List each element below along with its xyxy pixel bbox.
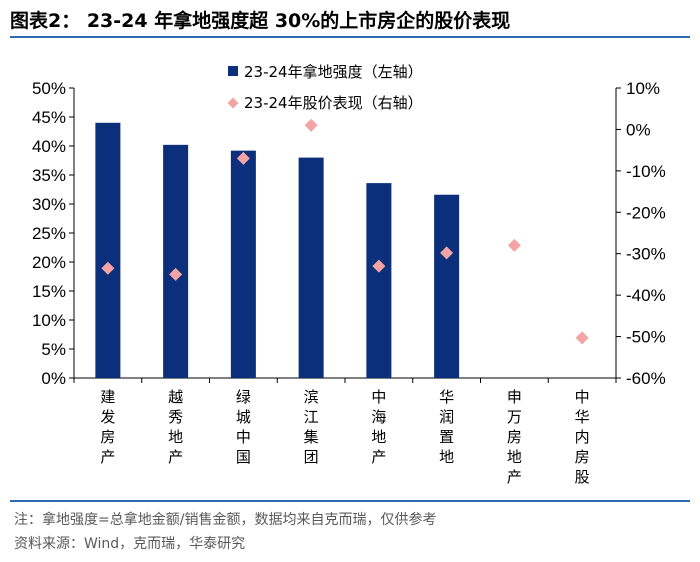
footnote: 注：拿地强度=总拿地金额/销售金额，数据均来自克而瑞，仅供参考 bbox=[14, 512, 437, 528]
svg-text:中: 中 bbox=[371, 388, 386, 406]
left-tick-label: 35% bbox=[32, 166, 66, 185]
svg-text:建: 建 bbox=[100, 388, 115, 406]
left-tick-label: 10% bbox=[32, 311, 66, 330]
footer-rule bbox=[10, 500, 690, 502]
legend-swatch-marker bbox=[227, 97, 239, 109]
marker-point bbox=[507, 238, 521, 252]
svg-text:产: 产 bbox=[168, 448, 183, 466]
figure-title: 图表2： 23-24 年拿地强度超 30%的上市房企的股价表现 bbox=[10, 10, 511, 32]
svg-text:产: 产 bbox=[507, 468, 522, 486]
left-tick-label: 5% bbox=[41, 340, 66, 359]
svg-text:华: 华 bbox=[439, 388, 454, 406]
bar bbox=[95, 122, 121, 378]
svg-text:万: 万 bbox=[507, 408, 522, 426]
marker-point bbox=[575, 331, 589, 345]
right-tick-label: -60% bbox=[626, 369, 666, 388]
chart: 0% 5% 10% 15% 20% 25% 30% 35% 40% 45% 50% -60% -50% -… bbox=[32, 63, 666, 486]
legend-label-bar: 23-24年拿地强度（左轴） bbox=[244, 63, 423, 81]
left-tick-label: 30% bbox=[32, 195, 66, 214]
bar bbox=[163, 144, 189, 378]
left-tick-label: 45% bbox=[32, 108, 66, 127]
right-tick-label: -20% bbox=[626, 203, 666, 222]
marker-point bbox=[440, 246, 454, 260]
svg-text:房: 房 bbox=[575, 448, 590, 466]
svg-text:房: 房 bbox=[100, 428, 115, 446]
svg-text:地: 地 bbox=[507, 448, 522, 466]
svg-text:越: 越 bbox=[168, 388, 183, 406]
legend-swatch-bar bbox=[228, 66, 238, 76]
marker-series bbox=[101, 118, 589, 345]
svg-text:发: 发 bbox=[100, 408, 115, 426]
svg-text:华: 华 bbox=[575, 408, 590, 426]
svg-text:地: 地 bbox=[168, 428, 183, 446]
svg-text:江: 江 bbox=[304, 408, 319, 426]
svg-text:中: 中 bbox=[575, 388, 590, 406]
svg-text:地: 地 bbox=[439, 448, 454, 466]
svg-text:置: 置 bbox=[439, 428, 454, 446]
svg-text:内: 内 bbox=[575, 428, 590, 446]
left-tick-label: 40% bbox=[32, 137, 66, 156]
marker-point bbox=[169, 267, 183, 281]
right-tick-label: 0% bbox=[626, 120, 651, 139]
svg-text:集: 集 bbox=[304, 428, 319, 446]
bar bbox=[230, 150, 256, 378]
svg-text:地: 地 bbox=[371, 428, 386, 446]
right-tick-label: -10% bbox=[626, 162, 666, 181]
tick-labels: 0% 5% 10% 15% 20% 25% 30% 35% 40% 45% 50% -60% -50% -… bbox=[32, 79, 666, 388]
bar bbox=[298, 157, 324, 378]
svg-text:团: 团 bbox=[304, 448, 319, 466]
left-tick-label: 15% bbox=[32, 282, 66, 301]
svg-text:滨: 滨 bbox=[304, 388, 319, 406]
right-tick-label: -40% bbox=[626, 286, 666, 305]
svg-text:中: 中 bbox=[236, 428, 251, 446]
bar-series bbox=[95, 122, 460, 378]
left-tick-label: 0% bbox=[41, 369, 66, 388]
title-rule bbox=[10, 36, 690, 38]
svg-text:秀: 秀 bbox=[168, 408, 183, 426]
marker-point bbox=[236, 151, 250, 165]
right-tick-label: 10% bbox=[626, 79, 660, 98]
svg-text:海: 海 bbox=[371, 408, 386, 426]
marker-point bbox=[101, 261, 115, 275]
source-note: 资料来源：Wind，克而瑞，华泰研究 bbox=[14, 536, 246, 552]
left-tick-label: 25% bbox=[32, 224, 66, 243]
left-tick-label: 20% bbox=[32, 253, 66, 272]
right-tick-label: -30% bbox=[626, 245, 666, 264]
marker-point bbox=[372, 259, 386, 273]
bar bbox=[434, 194, 460, 378]
svg-text:申: 申 bbox=[507, 388, 522, 406]
legend: 23-24年拿地强度（左轴） 23-24年股价表现（右轴） bbox=[227, 63, 423, 112]
svg-text:城: 城 bbox=[236, 408, 251, 426]
left-tick-label: 50% bbox=[32, 79, 66, 98]
svg-text:房: 房 bbox=[507, 428, 522, 446]
right-tick-label: -50% bbox=[626, 328, 666, 347]
svg-text:润: 润 bbox=[439, 408, 454, 426]
bar bbox=[366, 183, 392, 378]
marker-point bbox=[304, 118, 318, 132]
svg-text:国: 国 bbox=[236, 448, 251, 466]
svg-text:绿: 绿 bbox=[236, 388, 251, 406]
svg-text:股: 股 bbox=[575, 468, 590, 486]
svg-text:产: 产 bbox=[100, 448, 115, 466]
svg-text:产: 产 bbox=[371, 448, 386, 466]
legend-label-marker: 23-24年股价表现（右轴） bbox=[244, 94, 423, 112]
axes bbox=[69, 87, 621, 383]
